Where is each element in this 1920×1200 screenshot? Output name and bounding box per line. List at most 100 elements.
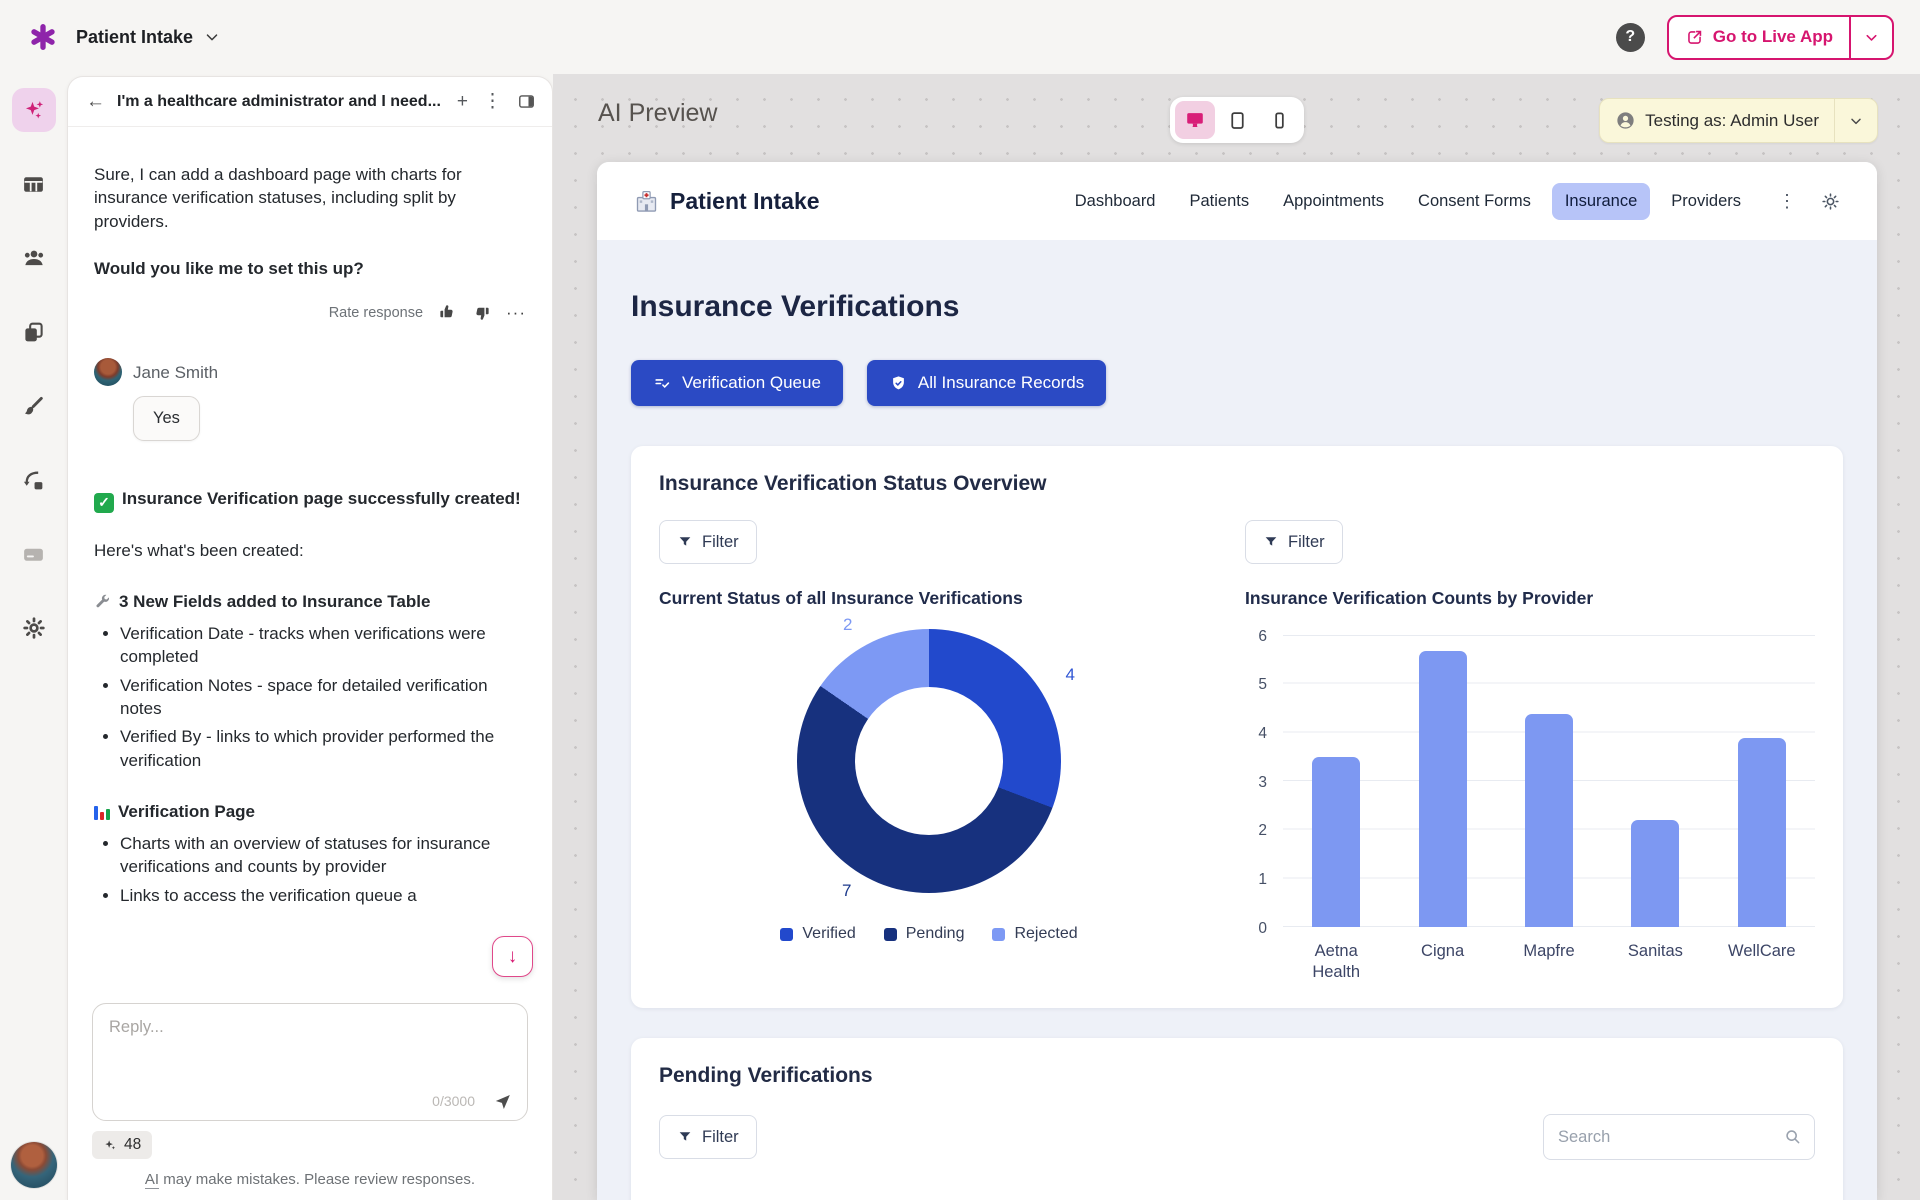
user-avatar[interactable] [10,1142,57,1188]
back-arrow-icon[interactable]: ← [86,91,105,112]
workspace-logo-asterisk-icon[interactable] [28,22,58,52]
verification-queue-button[interactable]: Verification Queue [631,360,843,406]
users-icon [21,245,47,271]
help-button[interactable]: ? [1615,22,1645,52]
sparkles-icon [21,97,47,123]
icon-rail [0,74,67,1200]
reply-box: 0/3000 [92,1003,528,1121]
chat-kebab-icon[interactable]: ⋮ [483,91,502,112]
thumbs-up-icon[interactable] [438,303,457,322]
bar-yaxis: 6 5 4 3 2 1 0 [1245,628,1267,935]
device-tablet-button[interactable] [1217,101,1257,139]
ai-preview-title: AI Preview [598,99,718,127]
filter-label: Filter [702,532,739,551]
funnel-icon [677,534,693,550]
y-tick-label: 5 [1258,676,1267,694]
phone-icon [1269,110,1290,131]
go-to-live-app-label: Go to Live App [1712,27,1833,46]
verification-queue-label: Verification Queue [682,373,821,392]
device-desktop-button[interactable] [1175,101,1215,139]
chat-title: I'm a healthcare administrator and I nee… [117,92,441,110]
pending-verifications-card: Pending Verifications Filter [631,1038,1843,1200]
rail-item-tables[interactable] [12,162,56,206]
workspace-name[interactable]: Patient Intake [76,26,194,47]
wrench-icon [94,593,111,610]
testing-as-pill[interactable]: Testing as: Admin User [1599,98,1878,143]
thumbs-down-icon[interactable] [472,303,491,322]
created-intro: Here's what's been created: [94,540,304,560]
go-to-live-app-main[interactable]: Go to Live App [1669,17,1849,58]
go-to-live-app-button[interactable]: Go to Live App [1666,14,1894,60]
nav-item-insurance[interactable]: Insurance [1551,182,1651,220]
bar [1418,650,1467,927]
page-section-title: Verification Page [118,802,255,822]
bar-category-label: Aetna Health [1312,942,1361,981]
reply-input[interactable] [93,1004,527,1120]
send-icon[interactable] [493,1092,513,1112]
bar-chart: 6 5 4 3 2 1 0 Aetna Health Cigna Mapfre Sanitas We… [1245,628,1815,982]
donut-value-pending: 7 [842,881,852,900]
rail-item-pages[interactable] [12,310,56,354]
chat-header-actions: + ⋮ [457,92,536,111]
chat-footer: 0/3000 48 AI may make mistakes. Please r… [68,1003,552,1200]
nav-item-appointments[interactable]: Appointments [1283,191,1385,210]
rail-item-users[interactable] [12,236,56,280]
copy-pages-icon [21,320,46,345]
rail-item-billing[interactable] [12,532,56,576]
y-tick-label: 2 [1258,822,1267,840]
chat-messages: Sure, I can add a dashboard page with ch… [68,127,552,907]
rail-item-ai-assistant[interactable] [11,88,56,132]
status-overview-card: Insurance Verification Status Overview F… [631,446,1843,1009]
pending-filter-button[interactable]: Filter [659,1115,757,1160]
device-phone-button[interactable] [1259,101,1299,139]
rail-item-design[interactable] [12,384,56,428]
bar-plot [1283,635,1815,927]
scroll-to-bottom-button[interactable]: ↓ [492,936,533,977]
nav-item-providers[interactable]: Providers [1671,191,1741,210]
theme-sun-icon[interactable] [1820,191,1841,212]
testing-as-label: Testing as: Admin User [1645,110,1819,130]
user-message-header: Jane Smith [94,358,526,387]
bar [1737,737,1786,927]
nav-item-patients[interactable]: Patients [1189,191,1250,210]
top-bar-right: ? Go to Live App [1615,14,1894,60]
bar-filter-button[interactable]: Filter [1245,520,1343,564]
legend-chip-verified [780,927,794,941]
bar-chart-title: Insurance Verification Counts by Provide… [1245,588,1594,608]
y-tick-label: 0 [1258,919,1267,937]
app-nav-kebab-icon[interactable]: ⋮ [1778,190,1796,211]
bar-slot [1283,636,1389,927]
nav-item-dashboard[interactable]: Dashboard [1074,191,1156,210]
success-message: ✓ Insurance Verification page successfull… [94,487,526,513]
credit-card-icon [21,542,46,567]
all-insurance-records-button[interactable]: All Insurance Records [866,360,1107,406]
search-input[interactable] [1543,1114,1815,1161]
bar-plot-col: Aetna Health Cigna Mapfre Sanitas WellCare [1283,635,1815,982]
collapse-panel-icon[interactable] [517,92,536,111]
testing-as-main[interactable]: Testing as: Admin User [1600,99,1834,142]
donut-filter-button[interactable]: Filter [659,520,757,564]
app-logo-wrap[interactable]: Patient Intake [633,188,820,215]
rate-more-icon[interactable]: ··· [506,302,526,322]
ai-disclaimer-term: AI [144,1171,160,1189]
legend-chip-pending [883,927,897,941]
rail-item-automations[interactable] [12,458,56,502]
nav-item-consent-forms[interactable]: Consent Forms [1418,191,1531,210]
legend-chip-rejected [992,927,1006,941]
gear-icon [21,615,47,641]
bar-chart-block: Filter Insurance Verification Counts by … [1245,520,1815,982]
bar-slot [1496,636,1602,927]
bar-category-label: Sanitas [1627,942,1683,960]
funnel-icon [677,1129,693,1145]
list-item: Verification Notes - space for detailed … [120,674,526,721]
go-to-live-app-dropdown[interactable] [1849,16,1892,58]
search-icon [1782,1126,1803,1147]
new-chat-plus-icon[interactable]: + [456,91,468,112]
workspace-chevron-down-icon[interactable] [203,28,221,46]
testing-as-dropdown[interactable] [1834,99,1877,142]
donut-value-rejected: 2 [843,615,853,634]
tablet-icon [1227,110,1248,131]
rail-item-settings[interactable] [12,606,56,650]
pending-verifications-title: Pending Verifications [659,1064,873,1088]
